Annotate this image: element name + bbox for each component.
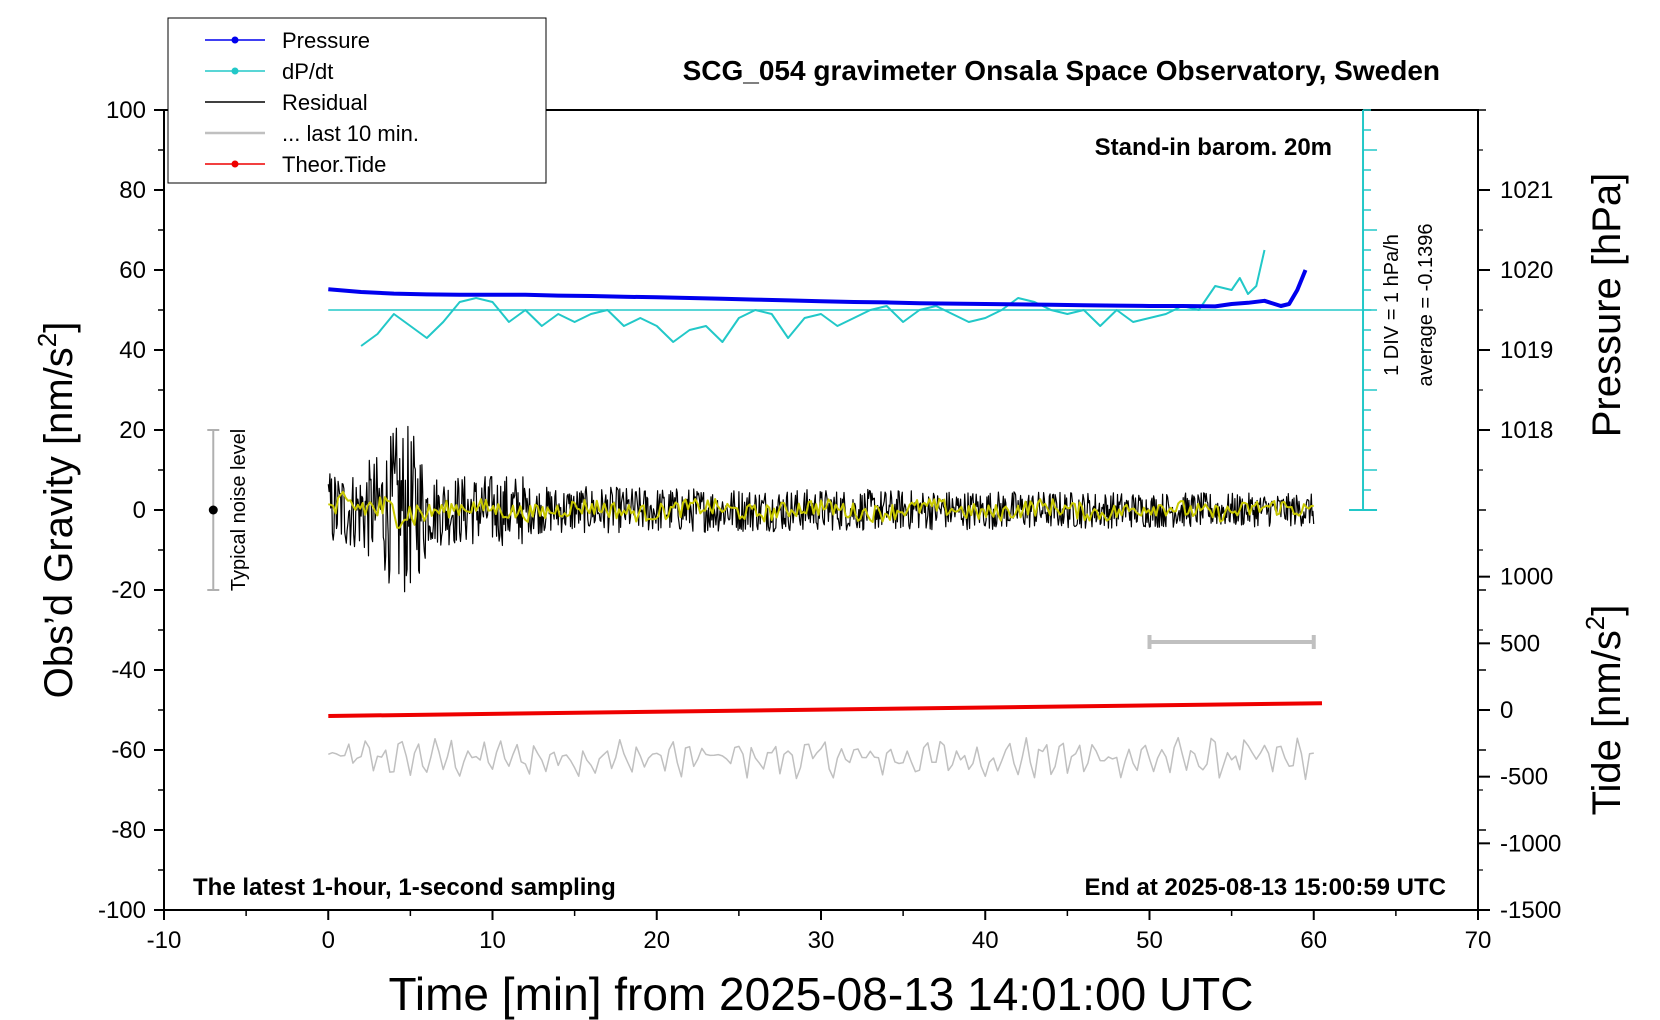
chart-title: SCG_054 gravimeter Onsala Space Observat… [683,55,1440,86]
x-tick-label: 70 [1465,927,1492,954]
tide-label-sup: 2 [1580,616,1610,630]
pressure-tick-label: 1021 [1500,177,1553,204]
tide-tick-label: 0 [1500,697,1513,724]
last-10min-series [328,736,1314,781]
y-left-label-sup: 2 [32,333,62,347]
x-tick-label: 50 [1136,927,1163,954]
noise-bar-center [208,505,218,515]
residual-series [327,425,1315,593]
y-axis-pressure-label: Pressure [hPa] [1585,173,1629,438]
y-tick-label: -20 [111,577,146,604]
legend-marker [231,67,239,75]
x-axis: -10 0 10 20 30 40 50 60 70 [147,910,1492,954]
tide-label-main: Tide [nm/s [1585,630,1629,815]
legend-marker [231,160,239,168]
pressure-series [328,269,1308,309]
tide-tick-label: -500 [1500,764,1548,791]
tide-series [328,701,1323,718]
tide-tick-label: 1000 [1500,564,1553,591]
tide-tick-label: -1000 [1500,830,1561,857]
y-tick-label: 80 [119,177,146,204]
pressure-tick-label: 1018 [1500,417,1553,444]
legend-label: Theor.Tide [282,152,386,177]
residual-smoothed-series [328,490,1314,529]
x-tick-label: -10 [147,927,182,954]
dpdt-series [360,249,1266,347]
y-tick-label: -40 [111,657,146,684]
pressure-tick-label: 1020 [1500,257,1553,284]
bottom-left-note: The latest 1-hour, 1-second sampling [193,874,616,901]
y-axis-left-label: Obs’d Gravity [nm/s2] [32,322,81,699]
tide-label-close: ] [1585,605,1629,616]
legend-marker [231,36,239,44]
y-tick-label: -60 [111,737,146,764]
bottom-right-note: End at 2025-08-13 15:00:59 UTC [1085,874,1447,901]
y-tick-label: 20 [119,417,146,444]
y-tick-label: 60 [119,257,146,284]
y-tick-label: 100 [106,97,146,124]
tide-tick-label: -1500 [1500,897,1561,924]
x-tick-label: 30 [808,927,835,954]
x-tick-label: 60 [1300,927,1327,954]
x-tick-label: 20 [643,927,670,954]
x-tick-label: 40 [972,927,999,954]
y-left-label-close: ] [37,322,81,333]
div-note: 1 DIV = 1 hPa/h [1381,234,1403,376]
legend-label: Residual [282,90,368,115]
y-tick-label: -80 [111,817,146,844]
legend-box [167,17,547,184]
legend-label: dP/dt [282,59,333,84]
y-tick-label: -100 [98,897,146,924]
legend-label: ... last 10 min. [282,121,419,146]
pressure-tick-label: 1019 [1500,337,1553,364]
x-tick-label: 0 [322,927,335,954]
noise-label: Typical noise level [228,429,250,591]
y-left-label-main: Obs’d Gravity [nm/s [37,347,81,698]
x-tick-label: 10 [479,927,506,954]
tide-tick-label: 500 [1500,630,1540,657]
y-axis-right: 1021 1020 1019 1018 1000 500 0 -500 -1000 -1500 [1478,177,1561,924]
barometer-note: Stand-in barom. 20m [1095,134,1332,161]
y-axis-tide-label: Tide [nm/s2] [1580,605,1629,816]
average-note: average = -0.1396 [1415,224,1437,387]
y-tick-label: 0 [133,497,146,524]
series-layer [207,249,1323,781]
legend: Pressure dP/dt Residual ... last 10 min. The… [167,17,547,184]
y-tick-label: 40 [119,337,146,364]
y-axis-left: 100 80 60 40 20 0 -20 -40 -60 -80 -100 [98,97,1486,924]
x-axis-label: Time [min] from 2025-08-13 14:01:00 UTC [389,968,1254,1020]
legend-label: Pressure [282,28,370,53]
